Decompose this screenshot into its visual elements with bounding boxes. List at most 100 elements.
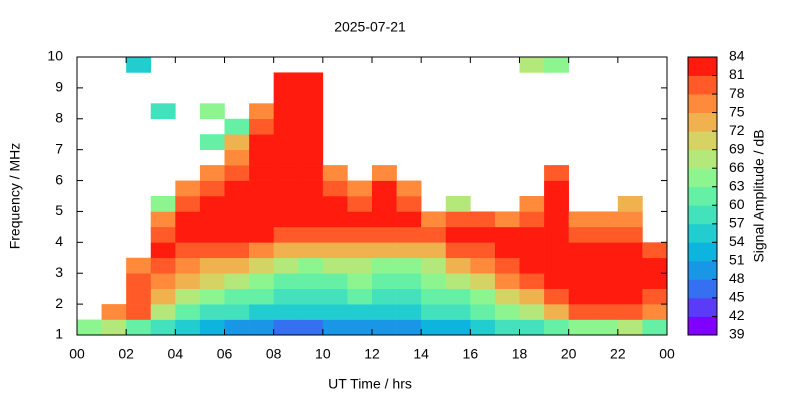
heatmap-cell (199, 319, 225, 336)
heatmap-cell (273, 257, 299, 274)
colorbar-band (688, 205, 717, 225)
heatmap-cell (298, 242, 324, 259)
y-tick-label: 1 (55, 326, 63, 342)
heatmap-cell (249, 103, 274, 120)
colorbar-tick-label: 48 (729, 270, 745, 286)
heatmap-cell (273, 134, 299, 150)
colorbar-tick-label: 72 (729, 122, 745, 138)
heatmap-cell (199, 288, 225, 305)
heatmap-cell (224, 226, 250, 243)
heatmap-cell (273, 72, 299, 89)
heatmap-cell (175, 180, 201, 197)
heatmap-cell (568, 211, 594, 228)
heatmap-cell (470, 304, 496, 320)
heatmap-cell (593, 319, 619, 336)
heatmap-cell (224, 319, 250, 336)
heatmap-cell (544, 288, 569, 305)
colorbar-band (688, 57, 717, 76)
heatmap-cell (298, 165, 324, 181)
heatmap-cell (568, 288, 594, 305)
heatmap-cell (224, 242, 250, 259)
heatmap-cell (273, 211, 299, 228)
heatmap-cell (372, 273, 397, 289)
heatmap-cell (568, 273, 594, 289)
heatmap-cell (101, 304, 127, 320)
heatmap-cell (322, 304, 348, 320)
heatmap-cell (372, 226, 397, 243)
heatmap-cell (347, 319, 373, 336)
heatmap-cell (544, 257, 569, 274)
heatmap-cell (617, 196, 643, 212)
heatmap-cell (544, 304, 569, 320)
x-tick-label: 22 (610, 346, 626, 362)
heatmap-cell (347, 304, 373, 320)
heatmap-cell (568, 319, 594, 336)
heatmap-cell (470, 257, 496, 274)
colorbar-tick-label: 60 (729, 196, 745, 212)
heatmap-cell (224, 273, 250, 289)
heatmap-cell (519, 319, 545, 336)
heatmap-cell (199, 103, 225, 120)
heatmap-cell (199, 196, 225, 212)
heatmap-cell (396, 304, 422, 320)
heatmap-cell (347, 273, 373, 289)
y-tick-label: 2 (55, 295, 63, 311)
heatmap-cell (273, 319, 299, 336)
heatmap-cell (249, 319, 274, 336)
heatmap-cell (617, 226, 643, 243)
heatmap-cell (519, 211, 545, 228)
heatmap-cell (642, 273, 668, 289)
heatmap-cell (445, 319, 471, 336)
y-tick-label: 4 (55, 233, 63, 249)
x-tick-label: 18 (512, 346, 528, 362)
heatmap-cell (150, 304, 176, 320)
heatmap-cell (445, 211, 471, 228)
heatmap-cell (494, 242, 520, 259)
y-tick-label: 10 (47, 48, 63, 64)
heatmap-cell (249, 257, 274, 274)
heatmap-cell (494, 257, 520, 274)
heatmap-cell (494, 319, 520, 336)
heatmap-cell (298, 149, 324, 166)
heatmap-cell (347, 180, 373, 197)
heatmap-cell (273, 165, 299, 181)
heatmap-cell (568, 257, 594, 274)
heatmap-cell (322, 180, 348, 197)
y-tick-label: 5 (55, 202, 63, 218)
heatmap-cell (445, 257, 471, 274)
heatmap-cell (322, 319, 348, 336)
heatmap-cell (519, 304, 545, 320)
heatmap-cell (396, 319, 422, 336)
heatmap-cell (249, 165, 274, 181)
heatmap-cell (322, 273, 348, 289)
x-tick-label: 14 (413, 346, 429, 362)
heatmap-cell (175, 196, 201, 212)
heatmap-cell (396, 226, 422, 243)
colorbar-band (688, 75, 717, 95)
heatmap-cell (322, 165, 348, 181)
heatmap-cell (150, 103, 176, 120)
heatmap-cell (347, 257, 373, 274)
x-tick-label: 16 (463, 346, 479, 362)
heatmap-cell (175, 273, 201, 289)
heatmap-cell (224, 211, 250, 228)
heatmap-cell (224, 165, 250, 181)
heatmap-cell (421, 288, 447, 305)
heatmap-cell (372, 180, 397, 197)
x-tick-label: 00 (659, 346, 675, 362)
heatmap-cell (150, 273, 176, 289)
heatmap-cell (175, 288, 201, 305)
heatmap-cell (642, 242, 668, 259)
colorbar-band (688, 297, 717, 317)
heatmap-cell (519, 196, 545, 212)
heatmap-cell (249, 149, 274, 166)
heatmap-cell (494, 288, 520, 305)
heatmap-cell (249, 211, 274, 228)
heatmap-cell (519, 226, 545, 243)
heatmap-cell (224, 134, 250, 150)
heatmap-cell (372, 304, 397, 320)
heatmap-cell (421, 226, 447, 243)
heatmap-cell (199, 134, 225, 150)
heatmap-cell (199, 242, 225, 259)
heatmap-cell (519, 288, 545, 305)
